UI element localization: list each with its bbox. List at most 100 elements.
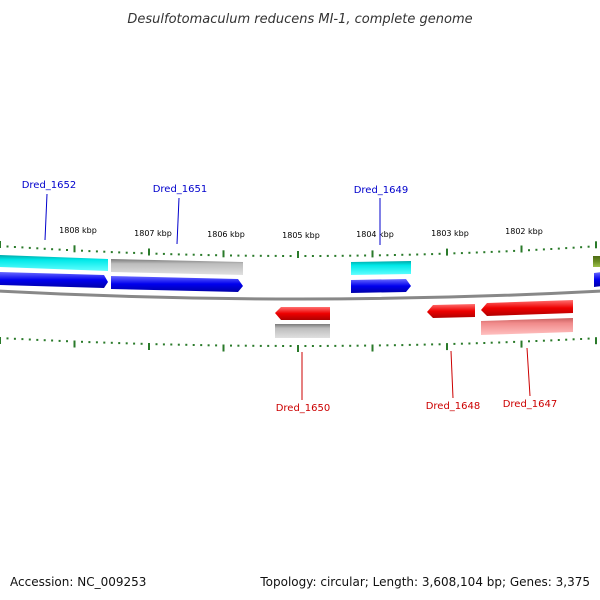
minor-tick <box>103 341 106 344</box>
minor-tick <box>21 246 24 249</box>
rna-feature[interactable] <box>351 261 411 275</box>
minor-tick <box>282 345 285 347</box>
minor-tick <box>416 253 419 256</box>
major-tick <box>520 245 523 253</box>
minor-tick <box>580 246 583 249</box>
major-tick <box>595 241 597 249</box>
minor-tick <box>535 248 538 251</box>
gene-dred-1650[interactable] <box>275 307 330 320</box>
minor-tick <box>252 254 255 257</box>
accession-text: Accession: NC_009253 <box>10 575 146 589</box>
major-tick <box>73 340 76 348</box>
minor-tick <box>244 344 247 347</box>
gene-dred-1652[interactable] <box>0 272 108 288</box>
minor-tick <box>177 253 180 256</box>
minor-tick <box>587 245 590 248</box>
minor-tick <box>528 249 530 252</box>
minor-tick <box>483 342 486 344</box>
major-tick <box>446 343 448 351</box>
minor-tick <box>207 254 210 257</box>
minor-tick <box>185 343 188 346</box>
rna-feature[interactable] <box>0 255 108 271</box>
minor-tick <box>349 344 352 347</box>
minor-tick <box>103 250 106 253</box>
minor-tick <box>326 344 329 347</box>
minor-tick <box>125 342 128 345</box>
minor-tick <box>170 343 173 346</box>
minor-tick <box>36 338 39 341</box>
minor-tick <box>550 339 553 342</box>
minor-tick <box>311 255 314 257</box>
gene-label-dred-1648[interactable]: Dred_1648 <box>426 401 481 412</box>
gene-dred-1648[interactable] <box>427 304 475 318</box>
topology-text: Topology: circular; Length: 3,608,104 bp… <box>259 575 590 589</box>
gene-label-dred-1647[interactable]: Dred_1647 <box>503 399 558 410</box>
minor-tick <box>393 344 396 347</box>
minor-tick <box>133 251 136 254</box>
gene-label-dred-1650[interactable]: Dred_1650 <box>276 403 331 414</box>
gene-partial-right[interactable] <box>594 272 600 287</box>
gene-label-dred-1652[interactable]: Dred_1652 <box>22 180 77 191</box>
kbp-label: 1802 kbp <box>505 227 543 236</box>
minor-tick <box>51 339 54 342</box>
minor-tick <box>505 341 508 344</box>
minor-tick <box>572 338 575 341</box>
minor-tick <box>192 253 195 256</box>
minor-tick <box>13 246 16 248</box>
misc-feature-pink[interactable] <box>481 318 573 335</box>
minor-tick <box>36 247 39 250</box>
minor-tick <box>334 344 337 347</box>
reverse-gene-labels: Dred_1650 Dred_1648 Dred_1647 <box>276 347 558 414</box>
minor-tick <box>378 344 381 347</box>
major-tick <box>520 340 523 348</box>
minor-tick <box>326 254 329 257</box>
minor-tick <box>155 343 158 346</box>
minor-tick <box>6 245 9 248</box>
gene-label-dred-1649[interactable]: Dred_1649 <box>354 185 409 196</box>
genome-backbone <box>0 289 600 301</box>
minor-tick <box>230 344 232 347</box>
reverse-strand-features <box>275 300 573 338</box>
kbp-label: 1805 kbp <box>282 231 320 240</box>
minor-tick <box>438 252 441 255</box>
major-tick <box>148 343 150 350</box>
minor-tick <box>550 248 553 250</box>
scale-ticks-top <box>0 241 597 258</box>
minor-tick <box>43 339 46 342</box>
minor-tick <box>587 337 590 340</box>
minor-tick <box>282 255 285 257</box>
major-tick <box>371 344 374 352</box>
minor-tick <box>483 251 486 254</box>
minor-tick <box>475 251 478 254</box>
minor-tick <box>557 247 560 250</box>
kbp-label: 1806 kbp <box>207 230 245 239</box>
kbp-label: 1803 kbp <box>431 229 469 238</box>
minor-tick <box>468 342 471 345</box>
callout-line <box>450 350 454 399</box>
scale-ticks-bottom <box>0 337 597 352</box>
gene-label-dred-1651[interactable]: Dred_1651 <box>153 184 208 195</box>
misc-feature[interactable] <box>275 324 330 338</box>
minor-tick <box>252 344 255 347</box>
minor-tick <box>401 253 404 256</box>
minor-tick <box>565 247 568 250</box>
gene-dred-1651[interactable] <box>111 276 243 292</box>
gene-dred-1649[interactable] <box>351 279 411 293</box>
minor-tick <box>95 250 98 253</box>
feature-olive[interactable] <box>593 256 600 267</box>
minor-tick <box>13 337 16 340</box>
minor-tick <box>319 255 322 257</box>
minor-tick <box>140 342 143 345</box>
gene-dred-1647[interactable] <box>481 300 573 316</box>
minor-tick <box>460 252 463 255</box>
minor-tick <box>289 345 292 347</box>
minor-tick <box>513 249 516 252</box>
minor-tick <box>200 344 203 347</box>
minor-tick <box>356 254 359 257</box>
minor-tick <box>423 253 426 256</box>
misc-feature[interactable] <box>111 259 243 275</box>
minor-tick <box>393 254 396 256</box>
minor-tick <box>416 343 419 346</box>
kbp-labels: 1808 kbp 1807 kbp 1806 kbp 1805 kbp 1804… <box>59 226 543 240</box>
callout-line <box>176 197 180 245</box>
